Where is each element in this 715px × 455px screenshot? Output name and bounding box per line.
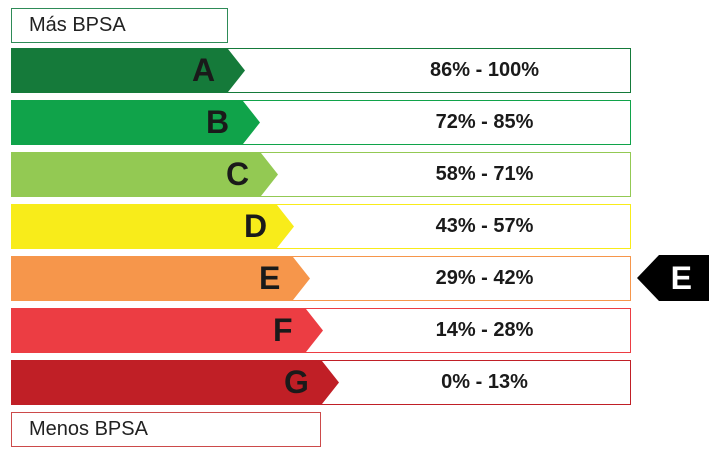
more-bpsa-label: Más BPSA — [11, 8, 228, 43]
rating-letter: E — [259, 260, 281, 296]
rating-row-g: G 0% - 13% — [11, 360, 631, 405]
rating-letter: F — [273, 312, 293, 348]
rating-range: 86% - 100% — [430, 59, 539, 81]
rating-bar — [12, 101, 260, 144]
rating-row-f: F 14% - 28% — [11, 308, 631, 353]
rating-bar — [12, 49, 245, 92]
rating-row-a: A 86% - 100% — [11, 48, 631, 93]
rating-letter: B — [206, 104, 230, 140]
rating-range: 72% - 85% — [435, 111, 534, 133]
rating-row-e: E 29% - 42% — [11, 256, 631, 301]
current-rating-indicator: E — [637, 255, 709, 301]
rating-row-b: B 72% - 85% — [11, 100, 631, 145]
rating-row-c: C 58% - 71% — [11, 152, 631, 197]
rating-bar — [12, 309, 323, 352]
rating-bar — [12, 257, 310, 300]
rating-letter: G — [284, 364, 309, 400]
rating-range: 0% - 13% — [441, 371, 528, 393]
rating-bar — [12, 361, 339, 404]
rating-row-d: D 43% - 57% — [11, 204, 631, 249]
rating-range: 58% - 71% — [435, 163, 534, 185]
rating-letter: C — [226, 156, 250, 192]
rating-bar — [12, 205, 294, 248]
rating-range: 43% - 57% — [435, 215, 534, 237]
less-bpsa-label: Menos BPSA — [11, 412, 321, 447]
rating-letter: A — [192, 52, 216, 88]
rating-range: 29% - 42% — [435, 267, 534, 289]
rating-range: 14% - 28% — [435, 319, 534, 341]
rating-letter: D — [244, 208, 268, 244]
rating-bar — [12, 153, 278, 196]
